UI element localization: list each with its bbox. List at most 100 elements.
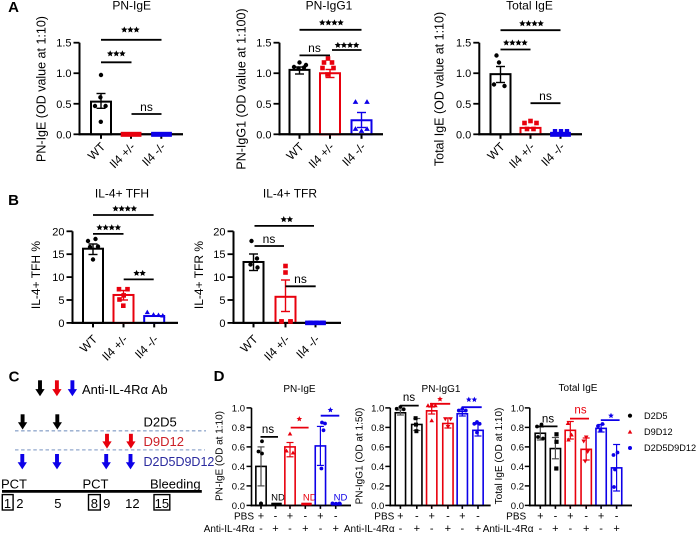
svg-text:+: + bbox=[583, 523, 589, 533]
svg-text:IL-4+ TFR %: IL-4+ TFR % bbox=[192, 241, 206, 309]
svg-text:D9D12: D9D12 bbox=[644, 427, 673, 437]
svg-text:Anti-IL-4Rα Ab: Anti-IL-4Rα Ab bbox=[82, 382, 168, 397]
svg-text:+: + bbox=[272, 523, 278, 533]
svg-text:0.8: 0.8 bbox=[511, 423, 524, 434]
svg-text:+: + bbox=[445, 523, 451, 533]
svg-text:+: + bbox=[287, 510, 293, 522]
svg-text:-: - bbox=[615, 510, 619, 522]
svg-text:15: 15 bbox=[213, 249, 225, 261]
svg-text:PN-IgE: PN-IgE bbox=[112, 0, 151, 13]
svg-text:1.0: 1.0 bbox=[232, 403, 245, 414]
svg-text:+: + bbox=[537, 510, 543, 522]
svg-text:PN-IgG1 (OD at 1:50): PN-IgG1 (OD at 1:50) bbox=[355, 408, 366, 505]
svg-text:D: D bbox=[214, 368, 225, 385]
svg-text:+: + bbox=[414, 523, 420, 533]
svg-text:-: - bbox=[476, 510, 480, 522]
svg-text:PN-IgG1: PN-IgG1 bbox=[306, 0, 353, 13]
svg-text:PBS: PBS bbox=[374, 511, 394, 522]
svg-text:PN-IgE (OD value at 1:10): PN-IgE (OD value at 1:10) bbox=[35, 16, 49, 162]
svg-text:PCT: PCT bbox=[1, 477, 27, 492]
svg-text:0.5: 0.5 bbox=[256, 99, 271, 111]
svg-text:5: 5 bbox=[54, 496, 61, 511]
svg-text:ND: ND bbox=[334, 493, 348, 504]
svg-text:0.2: 0.2 bbox=[371, 481, 384, 492]
svg-text:0: 0 bbox=[58, 318, 64, 330]
svg-text:+: + bbox=[459, 510, 465, 522]
svg-text:-: - bbox=[538, 523, 542, 533]
svg-text:10: 10 bbox=[52, 272, 64, 284]
svg-text:D2D5: D2D5 bbox=[644, 411, 668, 421]
svg-text:-: - bbox=[259, 523, 263, 533]
svg-text:20: 20 bbox=[52, 226, 64, 238]
svg-text:8: 8 bbox=[91, 496, 98, 511]
svg-text:D2D5: D2D5 bbox=[144, 415, 177, 430]
svg-text:0.0: 0.0 bbox=[371, 501, 384, 512]
svg-text:PN-IgG1: PN-IgG1 bbox=[422, 384, 461, 395]
svg-text:-: - bbox=[303, 510, 307, 522]
svg-text:D2D5D9D12: D2D5D9D12 bbox=[644, 443, 696, 453]
svg-text:-: - bbox=[399, 523, 403, 533]
svg-text:2: 2 bbox=[16, 496, 23, 511]
svg-text:0.2: 0.2 bbox=[511, 481, 524, 492]
svg-text:A: A bbox=[8, 0, 19, 16]
svg-text:PN-IgE (OD at 1:10): PN-IgE (OD at 1:10) bbox=[215, 411, 226, 501]
svg-text:D9D12: D9D12 bbox=[144, 434, 184, 449]
svg-text:ns: ns bbox=[574, 404, 586, 416]
svg-text:+: + bbox=[317, 510, 323, 522]
svg-text:0.4: 0.4 bbox=[371, 462, 384, 473]
svg-text:0.5: 0.5 bbox=[56, 99, 71, 111]
svg-text:-: - bbox=[446, 510, 450, 522]
svg-text:-: - bbox=[599, 523, 603, 533]
svg-text:ns: ns bbox=[308, 41, 321, 55]
svg-text:1: 1 bbox=[4, 496, 11, 511]
svg-text:5: 5 bbox=[58, 295, 64, 307]
svg-text:+: + bbox=[428, 510, 434, 522]
svg-text:Anti-IL-4Rα: Anti-IL-4Rα bbox=[483, 524, 534, 533]
svg-text:+: + bbox=[598, 510, 604, 522]
svg-text:ns: ns bbox=[294, 272, 307, 286]
svg-text:PN-IgE: PN-IgE bbox=[283, 384, 316, 395]
svg-text:+: + bbox=[258, 510, 264, 522]
svg-text:1.0: 1.0 bbox=[256, 68, 271, 80]
svg-text:0.0: 0.0 bbox=[511, 501, 524, 512]
svg-text:Total IgE: Total IgE bbox=[559, 383, 598, 394]
svg-text:IL-4+ TFH %: IL-4+ TFH % bbox=[29, 241, 43, 309]
svg-text:-: - bbox=[460, 523, 464, 533]
svg-text:0.6: 0.6 bbox=[232, 442, 245, 453]
svg-text:+: + bbox=[567, 510, 573, 522]
svg-text:1.5: 1.5 bbox=[56, 38, 71, 50]
svg-text:+: + bbox=[613, 523, 619, 533]
svg-text:1.0: 1.0 bbox=[56, 68, 71, 80]
svg-text:0.0: 0.0 bbox=[456, 129, 471, 141]
svg-text:+: + bbox=[302, 523, 308, 533]
svg-text:C: C bbox=[9, 369, 20, 386]
svg-text:12: 12 bbox=[125, 496, 139, 511]
svg-text:IL-4+ TFH: IL-4+ TFH bbox=[95, 187, 149, 201]
svg-text:0: 0 bbox=[219, 318, 225, 330]
svg-text:0.8: 0.8 bbox=[232, 423, 245, 434]
svg-text:0.2: 0.2 bbox=[232, 481, 245, 492]
svg-text:0.6: 0.6 bbox=[511, 442, 524, 453]
svg-text:D2D5D9D12: D2D5D9D12 bbox=[144, 455, 215, 469]
svg-text:1.5: 1.5 bbox=[456, 38, 471, 50]
svg-text:B: B bbox=[8, 192, 19, 209]
svg-text:ns: ns bbox=[262, 424, 274, 436]
svg-text:Total IgE (OD value at 1:10): Total IgE (OD value at 1:10) bbox=[433, 12, 447, 166]
svg-text:ns: ns bbox=[539, 89, 552, 103]
svg-text:1.0: 1.0 bbox=[371, 403, 384, 414]
svg-text:ND: ND bbox=[303, 493, 317, 504]
svg-text:0.6: 0.6 bbox=[371, 442, 384, 453]
svg-text:+: + bbox=[552, 523, 558, 533]
svg-text:-: - bbox=[584, 510, 588, 522]
svg-text:-: - bbox=[334, 510, 338, 522]
svg-text:+: + bbox=[475, 523, 481, 533]
svg-text:5: 5 bbox=[219, 295, 225, 307]
svg-text:ns: ns bbox=[263, 232, 276, 246]
svg-text:PN-IgG1 (OD value at 1:100): PN-IgG1 (OD value at 1:100) bbox=[235, 8, 249, 169]
svg-text:+: + bbox=[332, 523, 338, 533]
svg-text:PCT: PCT bbox=[83, 477, 109, 492]
svg-text:-: - bbox=[430, 523, 434, 533]
svg-text:-: - bbox=[415, 510, 419, 522]
svg-text:IL-4+ TFR: IL-4+ TFR bbox=[263, 187, 317, 201]
svg-text:0.0: 0.0 bbox=[256, 129, 271, 141]
